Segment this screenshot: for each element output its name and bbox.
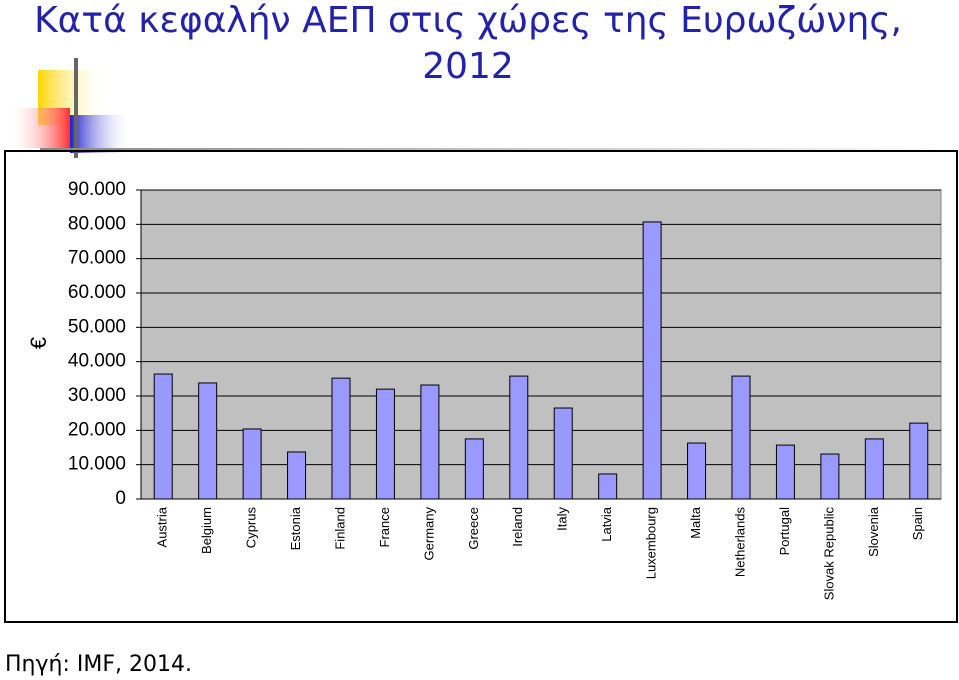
x-tick-label: Cyprus <box>244 507 259 549</box>
bar <box>775 444 795 500</box>
bar <box>598 473 618 500</box>
bar <box>553 407 573 500</box>
x-tick-label: France <box>377 507 392 547</box>
y-tick-label: 80.000 <box>68 213 126 234</box>
y-tick-label: 40.000 <box>68 351 126 372</box>
bar <box>375 388 395 500</box>
bar <box>287 451 307 500</box>
bar <box>687 442 707 500</box>
y-tick-label: 30.000 <box>68 385 126 406</box>
y-axis-label: € <box>26 337 51 349</box>
x-tick-label: Germany <box>421 507 436 561</box>
y-tick-label: 0 <box>115 488 126 509</box>
bar <box>642 221 662 500</box>
x-tick-label: Malta <box>688 506 703 539</box>
bar <box>464 438 484 500</box>
plot-area <box>140 189 942 500</box>
y-tick-label: 10.000 <box>68 454 126 475</box>
x-tick-label: Latvia <box>599 506 614 541</box>
bar <box>242 428 262 500</box>
chart-title: Κατά κεφαλήν ΑΕΠ στις χώρες της Ευρωζώνη… <box>34 0 902 41</box>
x-tick-label: Slovak Republic <box>821 507 836 601</box>
bar <box>331 377 351 500</box>
bar <box>820 453 840 500</box>
y-tick-label: 70.000 <box>68 248 126 269</box>
bar <box>909 422 929 500</box>
chart-title: 2012 <box>422 46 514 87</box>
x-tick-label: Finland <box>332 507 347 550</box>
y-tick-label: 20.000 <box>68 419 126 440</box>
x-tick-label: Luxembourg <box>644 507 659 579</box>
bar <box>864 438 884 500</box>
y-tick-label: 90.000 <box>68 179 126 200</box>
bar <box>420 384 440 500</box>
x-tick-label: Belgium <box>199 507 214 554</box>
x-tick-label: Slovenia <box>866 506 881 557</box>
bar <box>509 375 529 500</box>
x-tick-label: Italy <box>555 507 570 531</box>
x-tick-label: Netherlands <box>732 507 747 578</box>
x-tick-label: Estonia <box>288 506 303 550</box>
decoration <box>8 58 957 158</box>
bar <box>153 373 173 500</box>
x-tick-label: Portugal <box>777 507 792 556</box>
x-tick-label: Austria <box>155 506 170 547</box>
y-tick-label: 50.000 <box>68 316 126 337</box>
y-tick-label: 60.000 <box>68 282 126 303</box>
source: Πηγή: IMF, 2014. <box>5 652 192 677</box>
bar <box>731 375 751 500</box>
x-tick-label: Greece <box>466 507 481 550</box>
x-tick-label: Ireland <box>510 507 525 547</box>
frame <box>4 150 958 623</box>
bar <box>198 382 218 500</box>
x-tick-label: Spain <box>910 507 925 540</box>
